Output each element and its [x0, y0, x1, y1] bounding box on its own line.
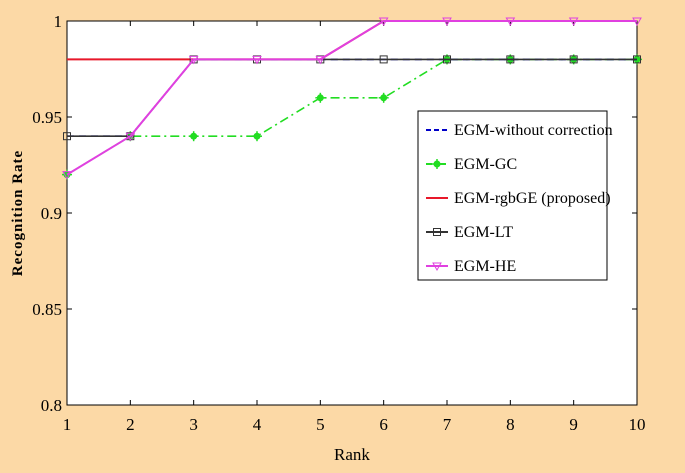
y-tick-label: 0.9	[41, 204, 62, 223]
series-point-4	[505, 17, 516, 27]
legend: EGM-without correction EGM-GC EGM-rgbGE (p…	[417, 110, 613, 281]
legend-label: EGM-rgbGE (proposed)	[454, 190, 611, 207]
x-tick-label: 8	[506, 415, 515, 434]
legend-box	[417, 110, 608, 281]
y-tick-label: 0.95	[32, 108, 62, 127]
y-tick-label: 0.8	[41, 396, 62, 415]
series-point-4	[442, 17, 452, 27]
axis-ticks: 1 2 3 4 5 6 7 8 9 10 0.8 0.85 0.9 0.95 1	[32, 12, 645, 434]
legend-label: EGM-GC	[454, 156, 517, 173]
series-point-4	[62, 171, 72, 180]
series-point-4	[568, 17, 579, 27]
y-tick-label: 1	[54, 12, 63, 31]
x-axis-title: Rank	[334, 445, 370, 464]
series-point-3	[569, 55, 578, 64]
x-tick-label: 9	[569, 415, 578, 434]
y-tick-label: 0.85	[32, 300, 62, 319]
legend-label: EGM-HE	[454, 258, 516, 275]
y-axis-title: Recognition Rate	[10, 150, 26, 276]
legend-label: EGM-LT	[454, 224, 513, 241]
series-point-4	[252, 55, 262, 65]
series-point-4	[632, 17, 642, 27]
series-point-3	[633, 55, 641, 64]
series-point-3	[506, 55, 515, 64]
series-group	[62, 17, 642, 180]
x-tick-label: 5	[316, 415, 325, 434]
x-tick-label: 2	[126, 415, 135, 434]
series-point-4	[188, 55, 199, 65]
x-tick-label: 4	[253, 415, 262, 434]
series-point-1	[315, 92, 326, 103]
series-point-4	[315, 55, 326, 65]
series-point-4	[125, 132, 136, 142]
series-point-3	[443, 55, 451, 64]
x-tick-label: 7	[443, 415, 452, 434]
x-tick-label: 6	[379, 415, 388, 434]
series-point-3	[379, 55, 388, 64]
series-point-1	[188, 131, 199, 142]
series-line-4	[66, 20, 637, 176]
x-tick-label: 1	[63, 415, 72, 434]
x-tick-label: 10	[629, 415, 646, 434]
series-point-1	[378, 92, 389, 103]
x-tick-label: 3	[189, 415, 198, 434]
series-point-1	[252, 131, 262, 142]
legend-marker	[432, 159, 442, 169]
legend-marker	[433, 228, 441, 236]
series-point-3	[63, 132, 71, 141]
legend-marker	[432, 262, 442, 272]
legend-label: EGM-without correction	[454, 122, 613, 139]
series-point-4	[378, 17, 389, 27]
